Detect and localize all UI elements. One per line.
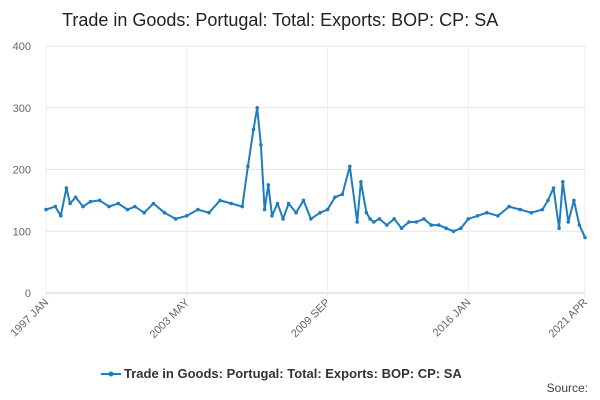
data-point: [240, 204, 245, 209]
data-point: [399, 226, 404, 230]
legend-marker: [108, 371, 114, 377]
data-point: [275, 201, 280, 206]
data-point: [475, 214, 480, 218]
data-point: [561, 180, 565, 184]
data-point: [422, 217, 426, 221]
data-point: [255, 106, 259, 110]
data-point: [185, 214, 189, 218]
data-point: [266, 183, 271, 187]
data-point: [572, 198, 576, 203]
data-point: [566, 220, 571, 224]
data-point: [333, 195, 337, 200]
data-point: [68, 201, 72, 206]
data-point: [496, 214, 500, 218]
x-tick-label: 1997 JAN: [8, 297, 51, 340]
y-tick-label: 100: [13, 226, 31, 238]
data-point: [81, 204, 85, 209]
data-point: [429, 223, 434, 227]
y-tick-label: 300: [13, 103, 31, 115]
x-tick-label: 2003 MAY: [148, 296, 193, 341]
data-point: [392, 217, 397, 221]
series-group: [44, 106, 587, 240]
legend-label: Trade in Goods: Portugal: Total: Exports…: [124, 366, 462, 381]
x-tick-label: 2021 APR: [547, 297, 591, 341]
x-tick-label: 2016 JAN: [431, 297, 474, 340]
data-point: [251, 127, 256, 132]
data-point: [318, 210, 322, 215]
data-point: [557, 226, 561, 230]
data-point: [88, 199, 93, 204]
data-point: [518, 207, 522, 212]
data-point: [444, 226, 448, 230]
data-point: [125, 207, 130, 212]
data-point: [218, 198, 222, 203]
data-point: [286, 201, 291, 206]
data-point: [466, 217, 471, 221]
data-point: [173, 217, 178, 221]
data-point: [281, 217, 285, 221]
data-point: [142, 210, 146, 215]
x-tick-label: 2009 SEP: [289, 297, 333, 341]
data-point: [73, 195, 78, 200]
data-point: [116, 201, 120, 206]
data-point: [294, 210, 298, 215]
data-point: [459, 226, 463, 230]
data-point: [301, 198, 306, 203]
data-point: [359, 180, 363, 184]
data-point: [540, 207, 545, 212]
data-point: [262, 207, 267, 212]
data-point: [377, 217, 382, 221]
data-point: [364, 210, 369, 215]
source-label: Source:: [547, 381, 588, 395]
data-point: [133, 204, 137, 209]
data-point: [355, 220, 360, 224]
data-point: [97, 198, 102, 203]
data-point: [451, 229, 456, 234]
data-point: [414, 220, 419, 224]
data-point: [372, 220, 376, 224]
data-point: [546, 198, 550, 203]
data-point: [436, 223, 441, 227]
data-point: [259, 143, 263, 147]
data-point: [385, 223, 389, 227]
data-point: [583, 235, 587, 240]
data-point: [246, 164, 250, 169]
data-point: [107, 204, 111, 209]
data-point: [151, 201, 156, 206]
data-point: [162, 210, 167, 215]
series-line: [45, 106, 586, 238]
data-point: [64, 186, 69, 190]
data-point: [577, 223, 582, 227]
data-point: [407, 220, 411, 224]
chart-title: Trade in Goods: Portugal: Total: Exports…: [62, 10, 498, 30]
data-point: [529, 210, 534, 215]
grid-lines: [45, 45, 586, 298]
data-point: [59, 214, 63, 218]
y-axis: 0 100 200 300 400: [13, 41, 31, 300]
data-point: [368, 217, 372, 221]
x-axis: 1997 JAN 2003 MAY 2009 SEP 2016 JAN 2021 APR: [8, 296, 590, 341]
data-point: [348, 164, 352, 169]
data-point: [485, 210, 489, 215]
data-point: [196, 207, 200, 212]
data-point: [53, 204, 58, 209]
data-point: [551, 186, 556, 190]
data-point: [325, 207, 330, 212]
data-point: [270, 214, 274, 218]
data-point: [229, 201, 233, 206]
y-tick-label: 200: [13, 165, 31, 177]
y-tick-label: 0: [25, 288, 31, 300]
data-point: [207, 210, 211, 215]
y-tick-label: 400: [13, 41, 31, 53]
data-point: [309, 217, 313, 221]
data-point: [507, 204, 511, 209]
legend[interactable]: Trade in Goods: Portugal: Total: Exports…: [101, 366, 462, 381]
data-point: [340, 192, 345, 196]
data-point: [44, 207, 48, 212]
